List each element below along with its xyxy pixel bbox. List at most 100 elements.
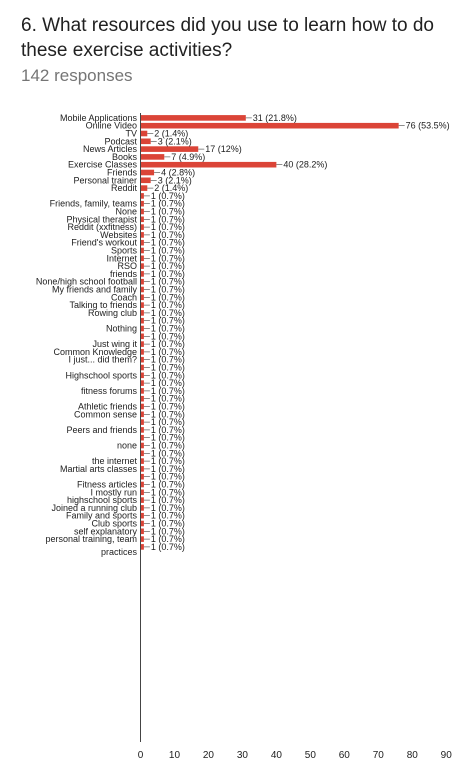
category-label: Coach — [111, 292, 137, 302]
bar — [140, 310, 144, 316]
category-label: self explanatory — [74, 526, 138, 536]
bar — [140, 403, 144, 410]
data-label: 1 (0.7%) — [151, 534, 185, 544]
bar — [140, 341, 144, 347]
category-label: News Articles — [83, 144, 138, 154]
category-label: Rowing club — [88, 308, 137, 318]
bar — [140, 466, 144, 472]
category-label: Physical therapist — [66, 214, 137, 224]
bar — [140, 512, 144, 519]
category-label: Family and sports — [66, 511, 138, 521]
bar — [140, 263, 144, 269]
bar — [140, 442, 144, 449]
data-label: 1 (0.7%) — [151, 355, 185, 365]
data-label: 7 (4.9%) — [171, 152, 205, 162]
x-tick-label: 0 — [138, 750, 144, 761]
category-label: personal training, team — [45, 534, 137, 544]
category-label: Internet — [106, 253, 137, 263]
data-label: 1 (0.7%) — [151, 292, 185, 302]
data-label: 76 (53.5%) — [406, 121, 450, 131]
data-label: 1 (0.7%) — [151, 487, 185, 497]
category-label: Martial arts classes — [60, 464, 138, 474]
data-label: 1 (0.7%) — [151, 448, 185, 458]
bar — [140, 520, 144, 527]
bar — [140, 294, 144, 301]
bar — [140, 161, 277, 168]
data-label: 1 (0.7%) — [151, 370, 185, 380]
bar — [140, 364, 144, 371]
bar — [140, 349, 144, 355]
data-label: 1 (0.7%) — [151, 441, 185, 451]
bar — [140, 115, 246, 121]
data-label: 1 (0.7%) — [151, 386, 185, 396]
category-label: RSO — [117, 261, 137, 271]
category-label: Fitness articles — [77, 480, 138, 490]
data-label: 1 (0.7%) — [151, 503, 185, 513]
data-label: 4 (2.8%) — [161, 168, 195, 178]
bar — [140, 146, 199, 152]
data-label: 1 (0.7%) — [151, 542, 185, 552]
data-label: 1 (0.7%) — [151, 214, 185, 224]
data-label: 1 (0.7%) — [151, 316, 185, 326]
x-tick-label: 80 — [407, 750, 419, 761]
data-label: 1 (0.7%) — [151, 480, 185, 490]
data-label: 1 (0.7%) — [151, 464, 185, 474]
category-label: Reddit — [111, 183, 138, 193]
data-label: 1 (0.7%) — [151, 277, 185, 287]
data-label: 40 (28.2%) — [283, 160, 327, 170]
bar — [140, 450, 144, 457]
x-tick-label: 70 — [373, 750, 385, 761]
x-tick-label: 90 — [441, 750, 453, 761]
data-label: 1 (0.7%) — [151, 222, 185, 232]
bar — [140, 427, 144, 433]
bar — [140, 481, 144, 488]
data-label: 1 (0.7%) — [151, 339, 185, 349]
bar — [140, 185, 148, 191]
bar — [140, 286, 144, 293]
category-label: Sports — [111, 246, 138, 256]
bar — [140, 271, 144, 277]
bar — [140, 239, 144, 246]
category-label: none — [117, 441, 137, 451]
bars-group — [140, 115, 399, 550]
bar — [140, 395, 144, 402]
category-label: Personal trainer — [73, 175, 137, 185]
category-label: Friend's workout — [71, 238, 137, 248]
question-title: 6. What resources did you use to learn h… — [21, 15, 434, 61]
bar — [140, 372, 144, 379]
data-label: 1 (0.7%) — [151, 285, 185, 295]
x-tick-label: 30 — [237, 750, 249, 761]
category-label: Joined a running club — [51, 503, 137, 513]
bar — [140, 138, 151, 145]
category-label: My friends and family — [52, 285, 138, 295]
category-label: Club sports — [91, 519, 137, 529]
data-label: 1 (0.7%) — [151, 433, 185, 443]
category-label: Websites — [100, 230, 137, 240]
bar — [140, 333, 144, 340]
bar — [140, 200, 144, 207]
bar — [140, 356, 144, 363]
bar — [140, 505, 144, 511]
bar — [140, 411, 144, 418]
category-label: Athletic friends — [78, 402, 138, 412]
category-label: I just... did them? — [68, 355, 137, 365]
category-label: Friends, family, teams — [50, 199, 138, 209]
bar — [140, 216, 144, 223]
data-label: 1 (0.7%) — [151, 417, 185, 427]
bar — [140, 177, 151, 184]
category-label: Common Knowledge — [53, 347, 137, 357]
category-label: Highschool sports — [65, 370, 137, 380]
x-tick-label: 60 — [339, 750, 351, 761]
data-label: 3 (2.1%) — [158, 175, 192, 185]
bar — [140, 419, 144, 425]
bar — [140, 255, 144, 262]
bar — [140, 169, 155, 176]
category-label: I mostly run — [90, 487, 137, 497]
bar — [140, 536, 144, 542]
data-label: 1 (0.7%) — [151, 456, 185, 466]
data-label: 1 (0.7%) — [151, 300, 185, 310]
data-label: 1 (0.7%) — [151, 261, 185, 271]
category-label: highschool sports — [67, 495, 138, 505]
category-label: Just wing it — [92, 339, 137, 349]
